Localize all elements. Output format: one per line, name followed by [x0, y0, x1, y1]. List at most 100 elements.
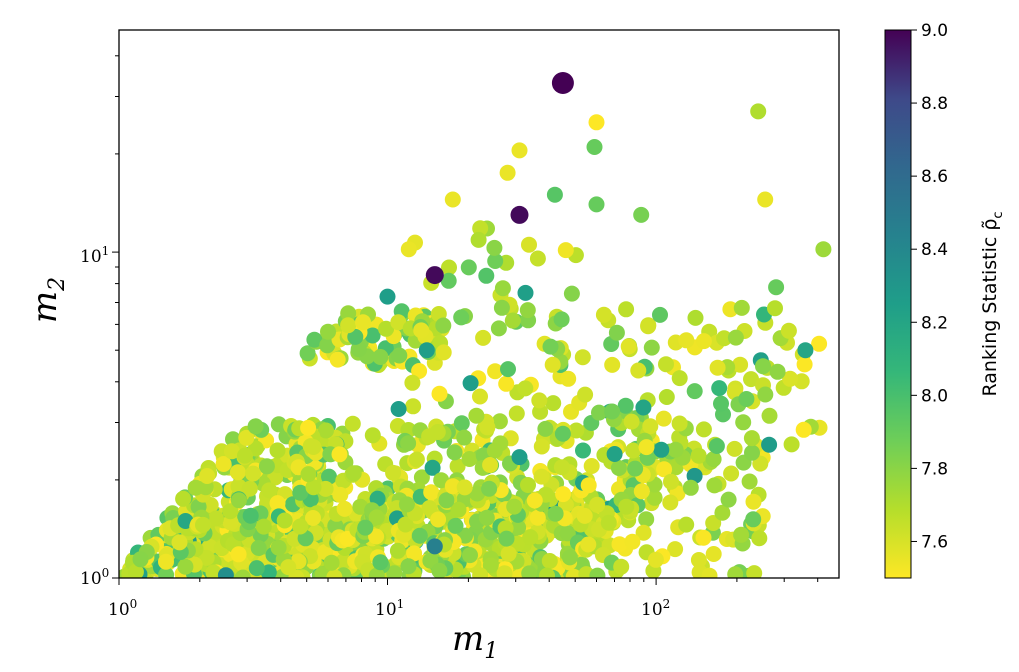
svg-text:101: 101	[80, 244, 109, 267]
scatter-point	[667, 441, 684, 458]
scatter-point	[425, 266, 444, 285]
scatter-point	[230, 492, 247, 509]
scatter-point	[701, 567, 718, 578]
scatter-point	[386, 565, 403, 578]
scatter-point	[372, 349, 389, 365]
scatter-point	[539, 567, 555, 578]
scatter-point	[320, 323, 336, 340]
scatter-point	[565, 568, 582, 578]
scatter-point	[494, 280, 511, 297]
scatter-point	[656, 461, 673, 478]
scatter-point	[238, 429, 255, 446]
scatter-point	[245, 465, 261, 482]
scatter-point	[340, 317, 357, 334]
colorbar-ticks: 7.6 7.8 8.0 8.2 8.4 8.6 8.8 9.0	[911, 21, 948, 552]
scatter-point	[733, 526, 750, 543]
scatter-point	[430, 511, 447, 528]
scatter-point	[646, 489, 663, 506]
scatter-point	[667, 541, 684, 558]
scatter-point	[537, 420, 554, 437]
scatter-point	[305, 439, 322, 455]
scatter-point	[663, 473, 679, 490]
scatter-point	[532, 403, 549, 420]
scatter-point	[405, 398, 422, 415]
scatter-point	[132, 551, 149, 568]
scatter-point	[589, 496, 606, 513]
scatter-point	[510, 519, 527, 536]
scatter-point	[435, 344, 452, 361]
scatter-point	[745, 493, 762, 510]
scatter-point	[208, 510, 224, 527]
scatter-point	[542, 338, 559, 355]
scatter-point	[418, 342, 435, 359]
scatter-point	[761, 436, 778, 453]
scatter-point	[705, 546, 722, 562]
scatter-point	[429, 424, 446, 440]
scatter-point	[521, 236, 537, 253]
scatter-point	[400, 558, 417, 575]
scatter-point	[411, 527, 428, 544]
colorbar-tick-label: 9.0	[921, 21, 948, 41]
scatter-point	[655, 410, 672, 427]
y-tick-label-1: 100	[80, 566, 109, 589]
scatter-point	[486, 239, 503, 256]
scatter-point	[541, 553, 558, 569]
scatter-point	[441, 259, 457, 276]
scatter-point	[553, 311, 570, 328]
scatter-point	[811, 335, 828, 352]
scatter-point	[551, 72, 574, 94]
scatter-point	[280, 559, 297, 576]
scatter-point	[517, 284, 534, 301]
scatter-point	[438, 492, 455, 509]
scatter-point	[390, 314, 407, 331]
colorbar-tick-label: 8.2	[921, 313, 948, 333]
scatter-point	[533, 468, 550, 485]
scatter-point	[127, 563, 144, 578]
scatter-point	[610, 460, 627, 476]
scatter-point	[732, 356, 749, 373]
scatter-point	[158, 566, 175, 578]
colorbar-tick-label: 8.4	[921, 240, 948, 260]
scatter-point	[261, 482, 278, 499]
scatter-point	[735, 414, 752, 431]
scatter-point	[678, 332, 695, 349]
scatter-point	[486, 442, 503, 459]
scatter-point	[270, 416, 287, 433]
colorbar-tick-label: 8.6	[921, 167, 948, 187]
scatter-point	[643, 339, 660, 356]
scatter-point	[723, 465, 740, 482]
scatter-point	[511, 142, 528, 159]
scatter-point	[658, 389, 675, 405]
scatter-point	[390, 401, 407, 417]
scatter-point	[574, 349, 591, 366]
scatter-point	[496, 565, 513, 578]
scatter-point	[638, 439, 655, 456]
scatter-point	[479, 419, 496, 436]
scatter-point	[292, 518, 309, 535]
scatter-point	[783, 436, 800, 453]
scatter-point	[317, 480, 334, 497]
x-tick-label-1: 100	[108, 597, 137, 620]
scatter-point	[250, 540, 267, 556]
scatter-point	[300, 419, 317, 436]
scatter-point	[563, 285, 580, 302]
scatter-point	[511, 449, 528, 466]
scatter-point	[560, 370, 577, 387]
scatter-point	[379, 288, 396, 305]
scatter-point	[205, 564, 222, 578]
scatter-point	[450, 501, 467, 518]
scatter-point	[624, 533, 641, 550]
scatter-point	[504, 312, 521, 329]
scatter-point	[487, 253, 504, 269]
colorbar-label: Ranking Statistic ρ̃c	[979, 211, 1006, 396]
scatter-point	[782, 370, 799, 387]
scatter-point	[580, 477, 597, 494]
scatter-point	[720, 491, 737, 508]
scatter-point	[461, 451, 478, 467]
scatter-point	[796, 356, 813, 373]
scatter-point	[686, 383, 703, 400]
plot-frame	[118, 29, 840, 579]
scatter-point	[757, 386, 774, 403]
scatter-point	[741, 473, 758, 490]
